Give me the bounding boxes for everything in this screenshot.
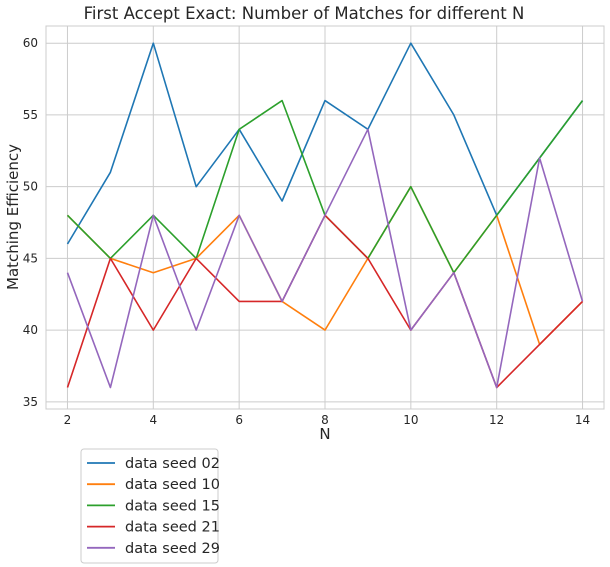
y-tick-labels: 35 40 45 50 55 60 [23,36,38,409]
legend: data seed 02 data seed 10 data seed 15 data… [80,448,220,564]
y-axis-label: Matching Efficiency [4,144,22,290]
x-tick-label: 8 [321,413,329,427]
y-tick-label: 60 [23,36,38,50]
series-lines [66,42,584,389]
y-tick-label: 35 [23,395,38,409]
x-tick-label: 4 [149,413,157,427]
x-tick-label: 2 [64,413,72,427]
x-tick-label: 6 [235,413,243,427]
legend-box [80,448,219,564]
y-tick-label: 55 [23,108,38,122]
x-tick-label: 12 [489,413,504,427]
series-line [66,128,584,389]
legend-label: data seed 21 [125,520,220,536]
legend-label: data seed 29 [125,541,220,557]
y-tick-label: 50 [23,180,38,194]
chart-title: First Accept Exact: Number of Matches fo… [84,4,525,23]
y-tick-label: 40 [23,323,38,337]
x-tick-label: 14 [575,413,590,427]
x-tick-label: 10 [403,413,418,427]
x-axis-label: N [319,425,330,443]
x-tick-labels: 2 4 6 8 10 12 14 [64,413,591,427]
legend-label: data seed 10 [125,477,220,493]
legend-label: data seed 02 [125,456,220,472]
y-tick-label: 45 [23,251,38,265]
legend-label: data seed 15 [125,498,220,514]
